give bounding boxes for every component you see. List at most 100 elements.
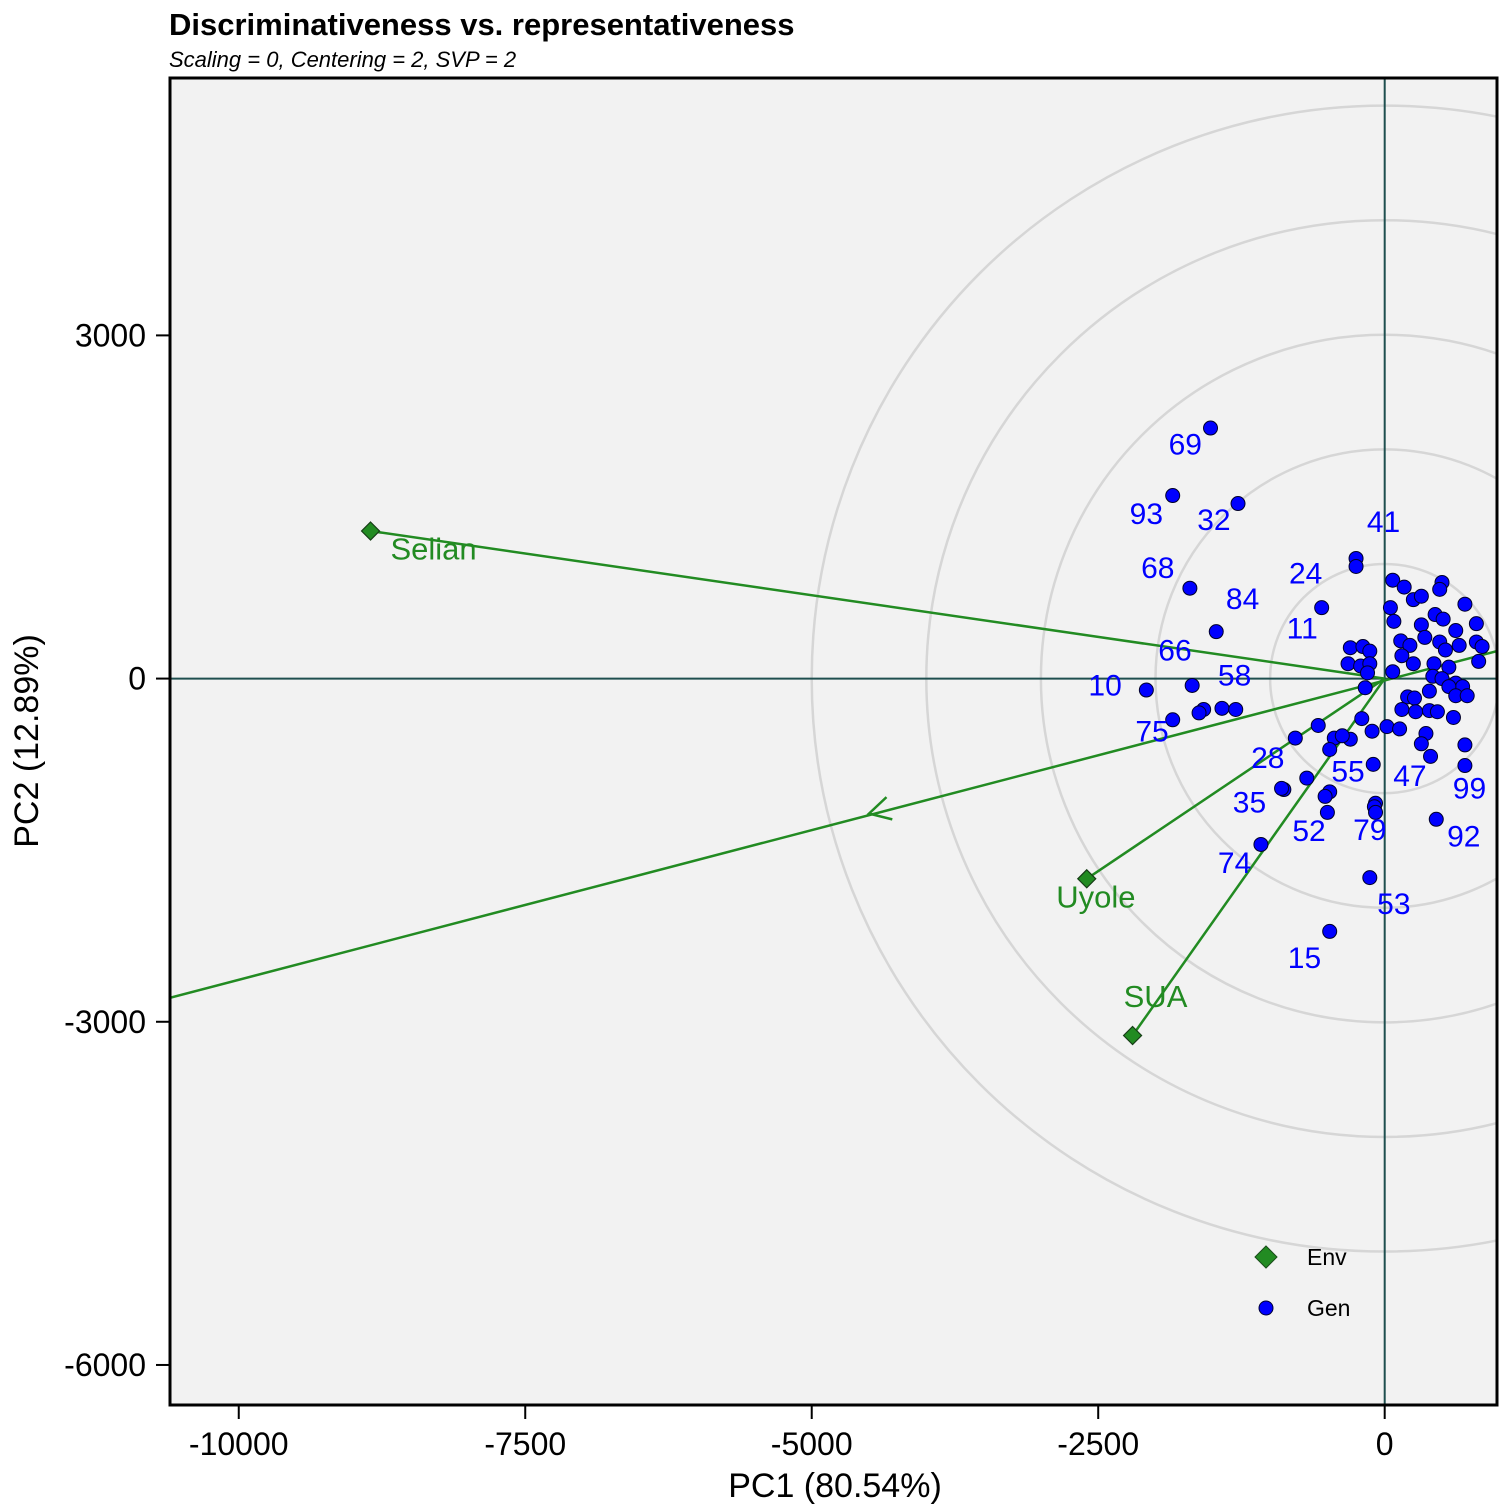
genotype-label-35: 35 [1233, 786, 1266, 819]
genotype-point-g66 [1429, 704, 1445, 720]
genotype-point-g60 [1406, 690, 1422, 706]
genotype-point-g80 [1310, 717, 1326, 733]
chart-subtitle: Scaling = 0, Centering = 2, SVP = 2 [169, 47, 516, 72]
legend-gen-marker [1258, 1300, 1274, 1316]
y-tick-label-2: -3000 [64, 1004, 146, 1040]
genotype-label-92: 92 [1447, 821, 1480, 854]
genotype-label-47: 47 [1393, 760, 1426, 793]
genotype-label-58: 58 [1218, 659, 1251, 692]
environment-points [360, 521, 1143, 1046]
y-tick-label-0: 3000 [75, 317, 146, 353]
genotype-label-79: 79 [1353, 814, 1386, 847]
genotype-point-g64 [1408, 704, 1424, 720]
genotype-point-68 [1182, 580, 1198, 596]
genotype-point-g37 [1448, 623, 1464, 639]
x-tick-label-2: -5000 [771, 1426, 853, 1462]
genotype-point-52 [1319, 804, 1335, 820]
genotype-point-g31 [1457, 596, 1473, 612]
x-tick-label-1: -7500 [484, 1426, 566, 1462]
average-environment-axis [170, 649, 1497, 999]
y-tick-label-3: -6000 [64, 1347, 146, 1383]
x-axis-title: PC1 (80.54%) [728, 1467, 942, 1505]
genotype-label-75: 75 [1135, 716, 1168, 749]
legend-env-marker [1254, 1245, 1278, 1269]
env-label-uyole: Uyole [1056, 879, 1135, 914]
genotype-point-g30 [1432, 581, 1448, 597]
genotype-point-32 [1230, 496, 1246, 512]
y-axis-ticks: 3000 0 -3000 -6000 [64, 317, 170, 1383]
genotype-point-11 [1342, 640, 1358, 656]
genotype-label-69: 69 [1169, 428, 1202, 461]
y-tick-label-1: 0 [128, 661, 146, 697]
genotype-point-g43 [1437, 642, 1453, 658]
genotype-point-28 [1287, 730, 1303, 746]
genotype-point-15 [1299, 770, 1315, 786]
legend-env-label: Env [1307, 1244, 1347, 1270]
genotype-point-24 [1314, 600, 1330, 616]
genotype-point-g67 [1445, 709, 1461, 725]
genotype-point-g49 [1426, 656, 1442, 672]
genotype-label-28: 28 [1251, 742, 1284, 775]
genotype-point-g26 [1396, 579, 1412, 595]
env-point-sua [1122, 1025, 1143, 1046]
genotype-point-53 [1322, 923, 1338, 939]
genotype-point-g87 [1191, 705, 1207, 721]
env-label-selian: Selian [390, 532, 476, 567]
genotype-label-15: 15 [1288, 942, 1321, 975]
plot-frame [168, 76, 1499, 1407]
genotype-point-10 [1138, 682, 1154, 698]
genotype-label-24: 24 [1289, 558, 1322, 591]
genotype-point-g75 [1364, 723, 1380, 739]
aea-arrowhead [866, 796, 893, 821]
genotype-point-g88 [1340, 656, 1356, 672]
genotype-point-93 [1165, 488, 1181, 504]
genotype-point-g42 [1402, 637, 1418, 653]
genotype-point-g34 [1413, 617, 1429, 633]
genotype-point-g38 [1468, 616, 1484, 632]
genotype-point-g58 [1421, 683, 1437, 699]
x-axis-ticks: -10000 -7500 -5000 -2500 0 [189, 1405, 1394, 1462]
x-tick-label-4: 0 [1376, 1426, 1394, 1462]
genotype-labels: 69 93 32 41 68 24 84 11 66 10 58 75 28 55 47 35 52 79 74 53… [1088, 428, 1486, 975]
genotype-point-66 [1184, 677, 1200, 693]
genotype-point-g85 [1274, 780, 1290, 796]
genotype-label-66: 66 [1158, 634, 1191, 667]
genotype-point-g68 [1379, 719, 1395, 735]
genotype-label-74: 74 [1218, 847, 1251, 880]
genotype-point-g79 [1214, 700, 1230, 716]
legend-gen-label: Gen [1307, 1295, 1350, 1321]
genotype-label-52: 52 [1292, 815, 1325, 848]
genotype-point-g24 [1457, 758, 1473, 774]
y-axis-title: PC2 (12.89%) [8, 634, 46, 848]
genotype-label-99: 99 [1453, 773, 1486, 806]
genotype-point-g74 [1354, 711, 1370, 727]
genotype-label-32: 32 [1197, 504, 1230, 537]
genotype-point-g4 [1348, 558, 1364, 574]
env-label-sua: SUA [1124, 979, 1188, 1014]
genotype-point-g46 [1474, 639, 1490, 655]
genotype-point-84 [1208, 624, 1224, 640]
genotype-point-g71 [1413, 736, 1429, 752]
genotype-point-g62 [1459, 688, 1475, 704]
genotype-label-53: 53 [1377, 888, 1410, 921]
genotype-point-g82 [1322, 742, 1338, 758]
genotype-points [1138, 420, 1490, 939]
genotype-point-g76 [1365, 756, 1381, 772]
genotype-point-79 [1362, 870, 1378, 886]
origin-lines [170, 78, 1497, 1405]
genotype-point-g78 [1368, 804, 1384, 820]
genotype-point-g69 [1392, 721, 1408, 737]
genotype-point-g90 [1362, 643, 1378, 659]
genotype-point-g44 [1451, 637, 1467, 653]
genotype-point-g33 [1386, 613, 1402, 629]
genotype-point-g36 [1435, 611, 1451, 627]
x-tick-label-0: -10000 [189, 1426, 289, 1462]
genotype-point-g47 [1394, 648, 1410, 664]
genotype-point-g63 [1394, 701, 1410, 717]
genotype-point-69 [1203, 420, 1219, 436]
genotype-point-g93 [1360, 665, 1376, 681]
genotype-point-g29 [1413, 588, 1429, 604]
genotype-point-g39 [1417, 629, 1433, 645]
env-vector-uyole [1086, 677, 1386, 880]
genotype-point-g51 [1471, 653, 1487, 669]
